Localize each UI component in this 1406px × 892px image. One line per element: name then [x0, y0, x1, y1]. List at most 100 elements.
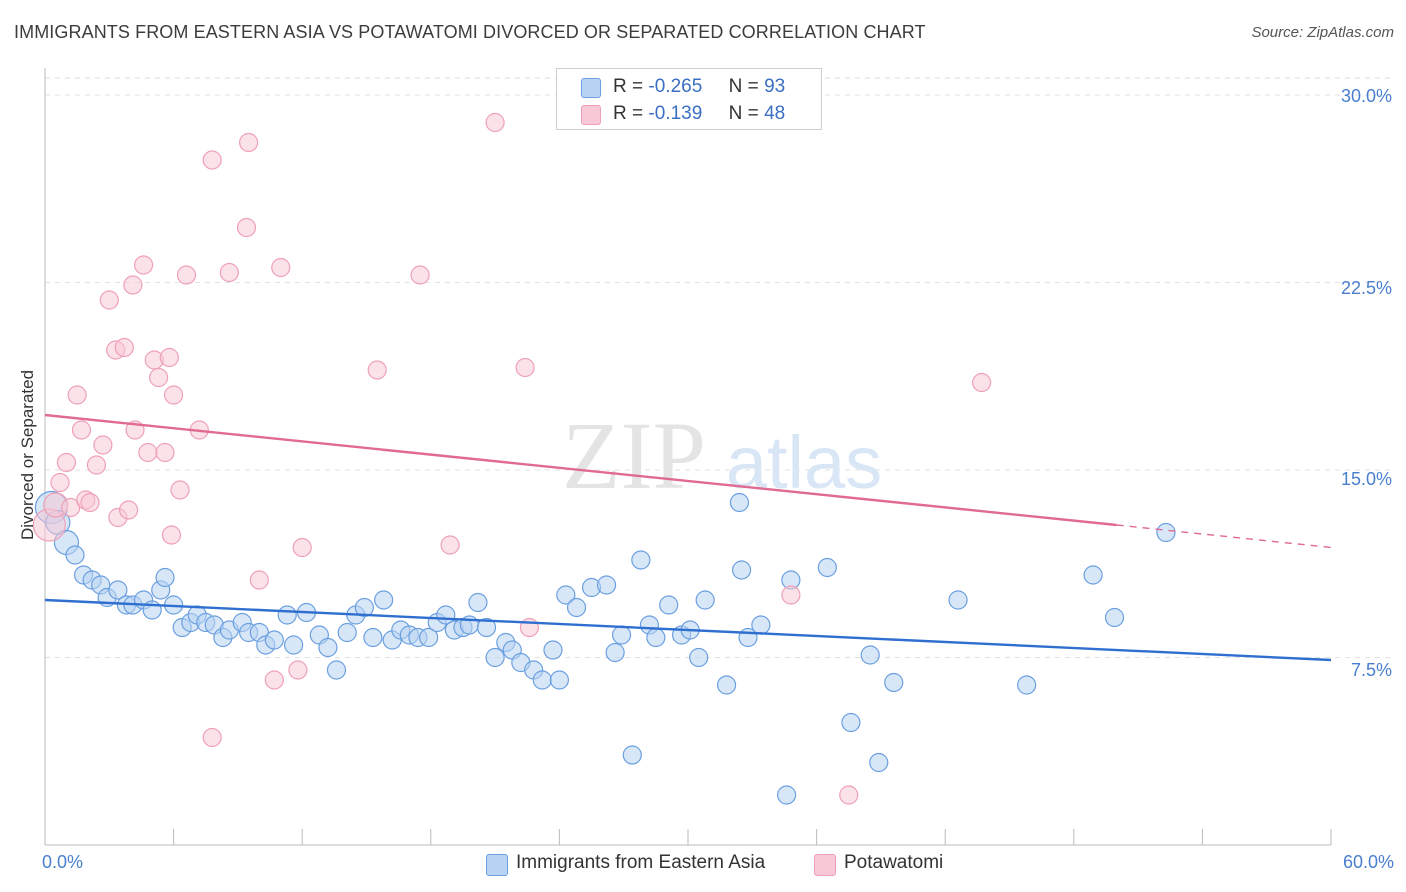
data-point: [318, 637, 338, 658]
data-point: [161, 525, 182, 545]
axes: [44, 68, 1332, 846]
data-point: [337, 622, 357, 643]
data-point: [80, 492, 100, 513]
data-point: [860, 645, 880, 665]
trend-line: [44, 598, 1332, 662]
x-tick-label-max: 60.0%: [1342, 852, 1394, 872]
data-point: [515, 357, 535, 378]
data-point: [284, 635, 304, 655]
n-label: N =: [728, 76, 759, 97]
data-point: [236, 217, 257, 238]
data-point: [817, 557, 837, 578]
data-point: [751, 615, 771, 635]
data-point: [148, 367, 169, 388]
legend-swatch-blue: [486, 854, 508, 876]
series-potawatomi-points: [32, 112, 992, 805]
data-point: [485, 647, 505, 668]
n-value: 48: [764, 103, 786, 124]
data-point: [71, 420, 92, 440]
data-point: [631, 550, 651, 570]
trend-lines: [44, 413, 1332, 662]
data-point: [556, 585, 576, 605]
data-point: [781, 585, 801, 605]
data-point: [1104, 607, 1125, 628]
data-point: [839, 785, 859, 805]
data-point: [532, 670, 552, 690]
n-label: N =: [728, 103, 759, 124]
r-value: -0.265: [648, 76, 703, 97]
data-point: [646, 627, 666, 648]
data-point: [729, 492, 750, 513]
data-point: [948, 590, 968, 610]
data-point: [543, 640, 563, 660]
data-point: [67, 385, 87, 405]
data-point: [689, 647, 709, 668]
data-point: [367, 360, 387, 380]
data-point: [326, 660, 347, 680]
legend-swatch-pink: [581, 105, 601, 125]
data-point: [596, 575, 617, 595]
data-point: [695, 590, 715, 610]
trend-line-extension: [1116, 524, 1332, 549]
data-point: [271, 257, 291, 278]
data-point: [118, 500, 139, 520]
data-point: [549, 670, 570, 690]
data-point: [485, 112, 505, 133]
data-point: [155, 442, 175, 463]
data-point: [731, 560, 752, 580]
source-credit: Source: ZipAtlas.com: [1251, 24, 1394, 41]
y-tick-label-22-5: 22.5%: [1340, 278, 1392, 298]
data-point: [611, 625, 632, 645]
y-tick-label-30: 30.0%: [1340, 86, 1392, 106]
data-point: [108, 580, 128, 600]
data-point: [202, 150, 222, 170]
data-point: [239, 132, 259, 153]
stats-legend: R = -0.265 N = 93 R = -0.139 N = 48: [556, 68, 822, 130]
data-point: [219, 262, 239, 283]
data-point: [138, 442, 158, 463]
r-label: R =: [613, 76, 644, 97]
data-point: [155, 567, 175, 588]
data-point: [468, 592, 488, 613]
data-point: [61, 497, 81, 518]
data-point: [176, 265, 197, 285]
data-point: [170, 480, 190, 500]
legend-label: Immigrants from Eastern Asia: [516, 852, 766, 873]
data-point: [277, 605, 297, 625]
data-point: [716, 675, 737, 695]
watermark-atlas: atlas: [726, 421, 882, 504]
trend-line: [44, 413, 1117, 527]
data-point: [1083, 565, 1103, 585]
legend-label: Potawatomi: [844, 852, 944, 873]
data-point: [50, 472, 70, 493]
r-label: R =: [613, 103, 644, 124]
data-point: [202, 727, 222, 748]
data-point: [114, 337, 134, 358]
n-value: 93: [764, 76, 786, 97]
watermark-zip: ZIP: [562, 402, 706, 509]
data-point: [659, 595, 679, 615]
data-point: [566, 597, 587, 618]
data-point: [622, 745, 642, 765]
data-point: [292, 537, 312, 558]
legend-swatch-blue: [581, 78, 601, 98]
data-point: [56, 452, 77, 473]
data-point: [159, 347, 179, 368]
data-point: [86, 455, 107, 475]
data-point: [133, 255, 154, 275]
data-point: [605, 642, 625, 663]
data-point: [440, 535, 460, 555]
data-point: [65, 545, 85, 565]
chart-title: IMMIGRANTS FROM EASTERN ASIA VS POTAWATO…: [14, 22, 926, 42]
x-tick-label-min: 0.0%: [42, 852, 84, 872]
data-point: [264, 630, 284, 650]
data-point: [972, 372, 992, 393]
data-point: [93, 435, 113, 455]
data-point: [99, 290, 119, 310]
data-point: [288, 660, 308, 680]
y-tick-label-7-5: 7.5%: [1350, 660, 1392, 680]
data-point: [884, 672, 904, 693]
watermark: ZIP atlas: [562, 402, 882, 509]
data-point: [1017, 675, 1037, 695]
